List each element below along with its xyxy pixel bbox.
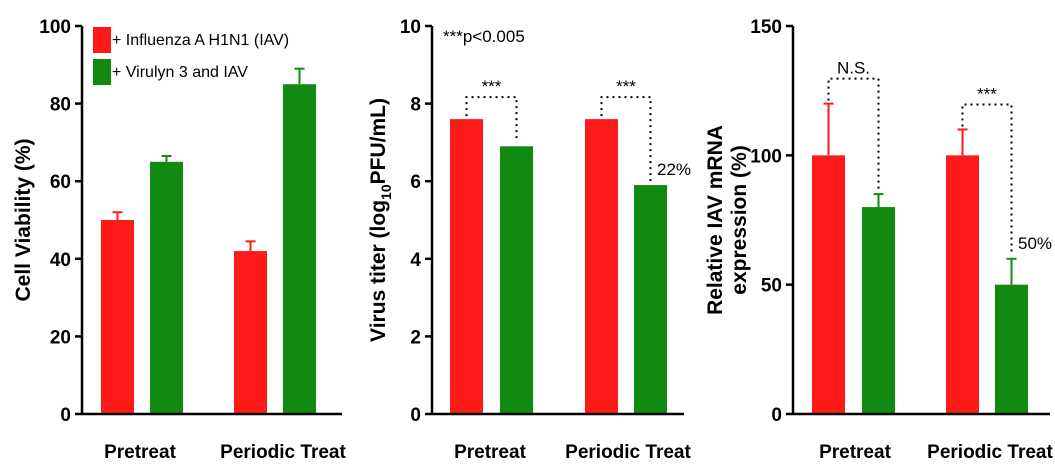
significance-bracket-pretreat	[465, 96, 518, 143]
axes	[430, 26, 684, 416]
y-tick-label: 80	[50, 95, 71, 116]
y-tick-label: 4	[410, 250, 421, 271]
y-tick-label: 0	[410, 405, 421, 426]
y-tick-label: 10	[400, 17, 421, 38]
category-label-pretreat: Pretreat	[104, 442, 176, 463]
percent-annotation: 50%	[1018, 234, 1052, 253]
y-tick-label: 0	[771, 405, 782, 426]
y-tick-label: 0	[60, 405, 71, 426]
bars	[101, 67, 316, 414]
legend-label-virulyn: + Virulyn 3 and IAV	[112, 64, 248, 81]
y-tick-label: 20	[50, 327, 71, 348]
significance-mark-pretreat: N.S.	[837, 59, 870, 78]
y-tick-label: 50	[761, 276, 782, 297]
bar-virulyn-periodic	[283, 84, 316, 414]
bar-virulyn-periodic	[995, 284, 1028, 414]
significance-bracket-periodic	[600, 96, 652, 182]
bars	[812, 102, 1028, 415]
significance-mark-pretreat: ***	[482, 77, 502, 96]
y-axis-label-line2: expression (%)	[728, 145, 751, 294]
significance-mark-periodic: ***	[616, 77, 636, 96]
category-label-periodic: Periodic Treat	[565, 442, 691, 463]
legend: + Influenza A H1N1 (IAV) + Virulyn 3 and…	[93, 27, 289, 85]
bar-iav-periodic	[234, 251, 267, 414]
y-axis-label-line1: Relative IAV mRNA	[704, 125, 727, 315]
p-value-annotation: ***p<0.005	[443, 27, 525, 46]
panel-cell-viability: Cell Viability (%) 0 20 40 60 80 100 Pretreat…	[12, 17, 346, 463]
category-label-pretreat: Pretreat	[819, 442, 891, 463]
axes	[80, 26, 342, 416]
bar-virulyn-pretreat	[500, 146, 533, 414]
bar-virulyn-periodic	[634, 185, 667, 414]
y-axis-label-subscript: 10	[378, 184, 394, 200]
legend-swatch-iav	[93, 27, 111, 53]
bar-iav-pretreat	[450, 119, 483, 415]
y-tick-label: 150	[750, 17, 782, 38]
y-tick-label: 6	[410, 172, 421, 193]
category-label-periodic: Periodic Treat	[220, 442, 346, 463]
bar-iav-pretreat	[812, 155, 845, 415]
y-tick-label: 60	[50, 172, 71, 193]
y-tick-label: 100	[39, 17, 71, 38]
y-ticks: 0 20 40 60 80 100	[39, 17, 82, 426]
y-axis-label-main: Virus titer (log	[367, 200, 390, 342]
category-label-periodic: Periodic Treat	[927, 442, 1053, 463]
category-label-pretreat: Pretreat	[454, 442, 526, 463]
y-ticks: 0 50 100 150	[750, 17, 793, 426]
y-ticks: 0 2 4 6 8 10	[400, 17, 432, 426]
y-tick-label: 100	[750, 146, 782, 167]
bar-iav-periodic	[585, 119, 618, 415]
panel-relative-mrna: Relative IAV mRNA expression (%) 0 50 100 1…	[704, 17, 1053, 463]
significance-mark-periodic: ***	[977, 84, 997, 103]
bar-virulyn-pretreat	[150, 161, 183, 414]
y-axis-label-end: PFU/mL)	[367, 98, 390, 184]
y-tick-label: 2	[410, 327, 421, 348]
bar-iav-periodic	[946, 155, 979, 415]
legend-label-iav: + Influenza A H1N1 (IAV)	[112, 32, 289, 49]
percent-annotation: 22%	[657, 160, 691, 179]
legend-swatch-virulyn	[93, 59, 111, 85]
significance-bracket-pretreat	[827, 77, 880, 191]
bar-virulyn-pretreat	[862, 207, 895, 414]
bar-iav-pretreat	[101, 220, 134, 414]
y-axis-label: Cell Viability (%)	[12, 139, 35, 302]
bars	[450, 119, 667, 415]
y-axis-label: Virus titer (log10PFU/mL)	[367, 98, 394, 342]
y-tick-label: 40	[50, 250, 71, 271]
y-tick-label: 8	[410, 95, 421, 116]
axes	[791, 26, 1050, 416]
